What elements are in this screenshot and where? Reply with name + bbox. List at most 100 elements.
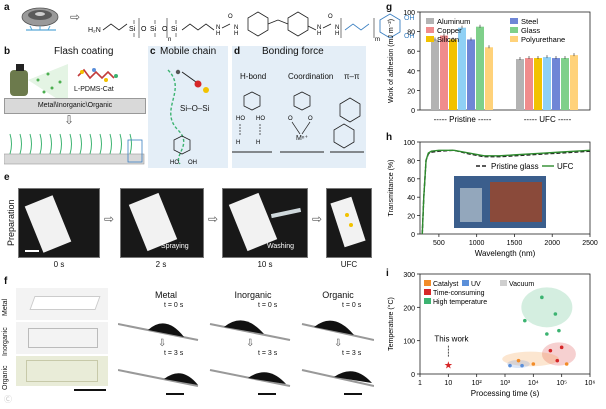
row-label-inorganic: Inorganic <box>2 327 9 356</box>
arrow-icon: ⇨ <box>70 10 81 24</box>
spraying-caption: Spraying <box>161 243 189 250</box>
svg-text:O: O <box>288 116 293 122</box>
x-tick-label: 2500 <box>582 240 598 247</box>
spray-can-illustration <box>10 64 118 106</box>
bar <box>449 39 457 110</box>
scale-bar <box>74 389 106 391</box>
droplet <box>345 213 349 217</box>
svg-text:n: n <box>168 37 171 43</box>
plot-frame <box>419 11 591 111</box>
panel-e-label: e <box>4 172 10 183</box>
l-pdms-cat-structure: H₂N Si O Si O Si n H N O N H H N O N H m… <box>88 11 415 43</box>
slide <box>26 360 98 382</box>
bar <box>458 27 466 110</box>
data-point <box>531 362 536 366</box>
y-tick-label: 300 <box>403 272 415 279</box>
legend-swatch <box>424 289 431 295</box>
bar <box>543 57 551 110</box>
y-tick-label: 40 <box>407 195 415 202</box>
svg-text:OH: OH <box>188 160 197 166</box>
column-inorganic: Inorganic <box>234 290 272 300</box>
y-tick-label: 60 <box>407 49 415 56</box>
metal-t3 <box>118 369 199 387</box>
arrow-icon: ⇨ <box>208 212 219 226</box>
t0-label: t = 0 s <box>342 302 362 309</box>
data-point <box>564 362 569 366</box>
legend-swatch <box>426 36 434 42</box>
region-catalyst <box>502 351 559 367</box>
legend-swatch <box>500 280 507 286</box>
y-axis-label: Temperature (°C) <box>387 297 395 351</box>
inorganic-t3 <box>209 369 291 387</box>
svg-text:OH: OH <box>404 15 415 22</box>
bonding-force-title: Bonding force <box>262 46 324 57</box>
legend-label: UV <box>471 281 481 288</box>
group-label: ----- Pristine ----- <box>434 115 492 124</box>
legend-swatch <box>510 27 518 33</box>
droplet-sequence: ⇩ ⇩ ⇩ <box>118 320 374 395</box>
panel-h-label: h <box>386 132 393 143</box>
bar <box>431 39 439 110</box>
svg-text:O: O <box>228 14 233 20</box>
metal-sample-photo <box>16 288 108 320</box>
bar <box>552 58 560 110</box>
data-point <box>559 345 564 350</box>
y-tick-label: 100 <box>403 10 415 17</box>
svg-text:m: m <box>375 37 380 43</box>
bar <box>534 58 542 110</box>
y-tick-label: 60 <box>407 177 415 184</box>
series-line <box>421 149 591 235</box>
row-label-organic: Organic <box>2 365 9 390</box>
x-axis-label: Processing time (s) <box>471 389 540 398</box>
processing-scatter-chart: 0 100 200 300 1 10 10² 10³ 10⁴ 10⁵ 10⁶ Processing t… <box>387 272 595 398</box>
metal-t0 <box>118 323 199 341</box>
photo-10s: Washing <box>222 188 308 258</box>
mobile-chain-illustration: HO OH <box>167 69 209 166</box>
y-tick-label: 40 <box>407 69 415 76</box>
data-point <box>545 332 549 336</box>
bar <box>561 58 569 110</box>
bar <box>467 39 475 110</box>
legend-label: Polyurethane <box>521 35 565 44</box>
transmittance-line-chart: 0 20 40 60 80 100 500 1000 1500 2000 2500 Wavelengt… <box>388 140 598 258</box>
column-organic: Organic <box>322 290 354 300</box>
legend-swatch <box>424 280 431 286</box>
x-tick-label: 2000 <box>544 240 560 247</box>
svg-text:H: H <box>236 140 240 146</box>
region-high-temperature <box>521 287 573 328</box>
legend-label: UFC <box>557 162 574 171</box>
svg-text:N: N <box>317 25 321 31</box>
legend-label: Steel <box>521 17 538 26</box>
bar <box>570 55 578 110</box>
svg-text:HO: HO <box>236 116 245 122</box>
t3-label: t = 3 s <box>342 350 362 357</box>
legend-label: Copper <box>437 26 462 35</box>
data-point <box>523 318 527 323</box>
bar <box>525 58 533 110</box>
data-point <box>553 312 558 316</box>
data-point <box>520 363 524 368</box>
pi-pi-label: π–π <box>344 72 360 81</box>
y-tick-label: 0 <box>411 232 415 239</box>
x-tick-label: 10⁴ <box>528 380 539 387</box>
legend-swatch <box>426 27 434 33</box>
x-tick-label: 500 <box>433 240 445 247</box>
data-point <box>555 358 560 363</box>
data-point <box>548 348 553 353</box>
svg-text:HO: HO <box>170 160 179 166</box>
x-tick-label: 10² <box>472 380 483 387</box>
h-bond-label: H-bond <box>240 72 267 81</box>
y-tick-label: 0 <box>411 372 415 379</box>
data-point <box>557 328 561 333</box>
series-line <box>421 149 591 235</box>
glass-in-hand <box>460 188 482 222</box>
building <box>490 182 542 222</box>
slide <box>28 328 98 348</box>
organic-t3 <box>301 369 374 387</box>
panel-c-label: c <box>150 46 156 57</box>
time-10s: 10 s <box>257 260 273 269</box>
watermark-logo: Ⓒ <box>4 395 12 404</box>
this-work-label: This work <box>434 335 469 344</box>
svg-text:N: N <box>234 25 238 31</box>
svg-text:H: H <box>335 31 339 37</box>
